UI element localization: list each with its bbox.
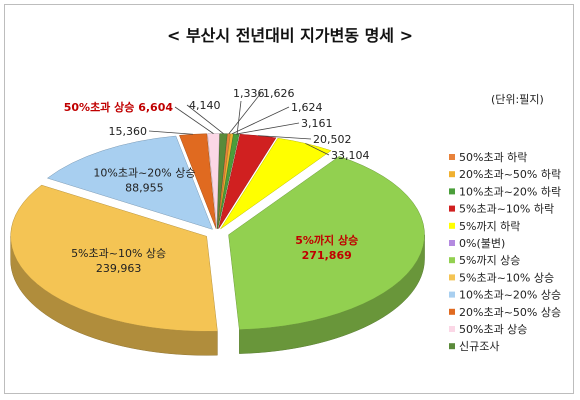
slice-label-name: 5%초과~10% 상승 — [71, 247, 166, 260]
legend-swatch — [449, 343, 455, 350]
legend-item: 10%초과~20% 상승 — [459, 289, 561, 302]
pie-chart: < 부산시 전년대비 지가변동 명세 > (단위:필지) 5%까지 상승 271,… — [10, 26, 561, 356]
legend-swatch — [449, 222, 455, 229]
legend-item: 5%까지 하락 — [459, 219, 520, 233]
legend-item: 0%(불변) — [459, 237, 505, 250]
legend-swatch — [449, 188, 455, 195]
legend-swatch — [449, 171, 455, 178]
pie-slice — [10, 184, 218, 332]
legend-item: 신규조사 — [459, 340, 499, 353]
legend-item: 50%초과 하락 — [459, 150, 527, 164]
slice-label-name: 10%초과~20% 상승 — [93, 167, 195, 180]
legend-swatch — [449, 257, 455, 264]
pie-slice — [228, 156, 425, 330]
slice-label-value: 239,963 — [96, 262, 142, 275]
slice-label-value: 3,161 — [301, 117, 333, 130]
pie-slice — [217, 133, 228, 229]
slice-label-value: 50%초과 상승 6,604 — [64, 100, 174, 114]
chart-frame: < 부산시 전년대비 지가변동 명세 > (단위:필지) 5%까지 상승 271,… — [4, 4, 574, 394]
leader-line — [236, 122, 300, 135]
pie-slice — [46, 135, 213, 230]
leader-line — [231, 106, 290, 135]
slice-label-value: 1,336 — [233, 87, 265, 100]
pie-slice — [217, 133, 240, 229]
leader-line — [258, 135, 312, 140]
leader-line — [186, 104, 224, 134]
slice-label-name: 5%까지 상승 — [295, 233, 358, 247]
legend-swatch — [449, 326, 455, 332]
pie-slice — [179, 133, 217, 229]
slices-layer — [10, 133, 425, 356]
slice-label-value: 88,955 — [125, 182, 164, 195]
slice-label-value: 271,869 — [302, 249, 352, 262]
labels-layer: 5%까지 상승 271,869 5%초과~10% 상승 239,963 10%초과~20… — [64, 87, 370, 275]
legend-swatch — [449, 291, 455, 298]
legend-swatch — [449, 154, 455, 160]
legend-item: 5%초과~10% 상승 — [459, 271, 554, 284]
unit-label: (단위:필지) — [491, 93, 544, 106]
slice-label-value: 15,360 — [109, 125, 148, 138]
pie-slice — [207, 133, 220, 229]
legend-item: 20%초과~50% 상승 — [459, 306, 561, 319]
legend: 50%초과 하락 20%초과~50% 하락 10%초과~20% 하락 5%초과~10%… — [449, 150, 561, 353]
legend-item: 20%초과~50% 하락 — [459, 167, 561, 181]
leader-line — [305, 143, 330, 156]
legend-item: 10%초과~20% 하락 — [459, 184, 561, 198]
leader-line — [236, 100, 242, 136]
legend-item: 5%초과~10% 하락 — [459, 202, 554, 216]
legend-swatch — [449, 240, 455, 246]
legend-swatch — [449, 308, 455, 315]
leader-line — [174, 106, 214, 134]
chart-title: < 부산시 전년대비 지가변동 명세 > — [167, 26, 413, 45]
slice-label-value: 1,624 — [291, 101, 323, 114]
legend-swatch — [449, 274, 455, 281]
slice-label-value: 20,502 — [313, 133, 352, 146]
legend-swatch — [449, 205, 455, 212]
slice-label-value: 4,140 — [189, 99, 221, 112]
slice-label-value: 1,626 — [263, 87, 295, 100]
leader-line — [148, 130, 194, 135]
leader-line — [228, 92, 262, 135]
legend-item: 5%까지 상승 — [459, 254, 520, 267]
legend-item: 50%초과 상승 — [459, 323, 527, 336]
slice-label-value: 33,104 — [331, 149, 370, 162]
